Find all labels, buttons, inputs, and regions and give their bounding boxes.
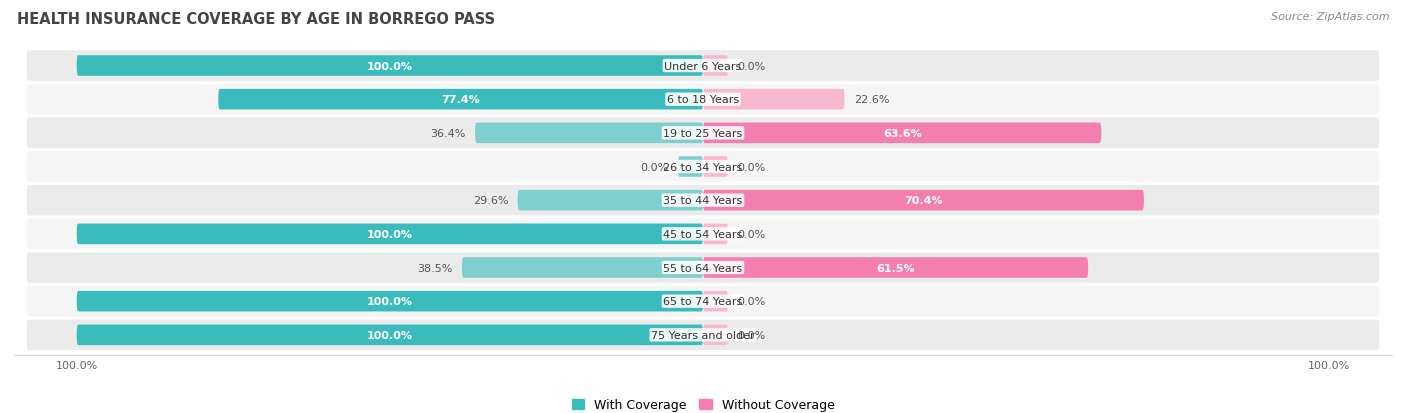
Text: 63.6%: 63.6% — [883, 128, 921, 138]
FancyBboxPatch shape — [703, 258, 1088, 278]
Text: 19 to 25 Years: 19 to 25 Years — [664, 128, 742, 138]
FancyBboxPatch shape — [461, 258, 703, 278]
Text: 100.0%: 100.0% — [367, 229, 413, 239]
FancyBboxPatch shape — [703, 224, 728, 244]
Text: 6 to 18 Years: 6 to 18 Years — [666, 95, 740, 105]
Text: 22.6%: 22.6% — [853, 95, 890, 105]
FancyBboxPatch shape — [77, 224, 703, 244]
Text: 100.0%: 100.0% — [367, 62, 413, 71]
FancyBboxPatch shape — [27, 118, 1379, 149]
FancyBboxPatch shape — [27, 253, 1379, 283]
Text: 0.0%: 0.0% — [738, 297, 766, 306]
FancyBboxPatch shape — [517, 190, 703, 211]
FancyBboxPatch shape — [77, 325, 703, 345]
Text: 0.0%: 0.0% — [738, 62, 766, 71]
Text: 0.0%: 0.0% — [738, 330, 766, 340]
Text: 75 Years and older: 75 Years and older — [651, 330, 755, 340]
Text: 55 to 64 Years: 55 to 64 Years — [664, 263, 742, 273]
Text: Source: ZipAtlas.com: Source: ZipAtlas.com — [1271, 12, 1389, 22]
Text: 35 to 44 Years: 35 to 44 Years — [664, 196, 742, 206]
FancyBboxPatch shape — [475, 123, 703, 144]
Text: HEALTH INSURANCE COVERAGE BY AGE IN BORREGO PASS: HEALTH INSURANCE COVERAGE BY AGE IN BORR… — [17, 12, 495, 27]
FancyBboxPatch shape — [27, 286, 1379, 317]
Text: 26 to 34 Years: 26 to 34 Years — [664, 162, 742, 172]
Text: 61.5%: 61.5% — [876, 263, 915, 273]
Text: 100.0%: 100.0% — [367, 330, 413, 340]
FancyBboxPatch shape — [77, 56, 703, 77]
Text: 29.6%: 29.6% — [472, 196, 508, 206]
FancyBboxPatch shape — [27, 185, 1379, 216]
FancyBboxPatch shape — [703, 56, 728, 77]
FancyBboxPatch shape — [27, 219, 1379, 249]
FancyBboxPatch shape — [77, 291, 703, 312]
FancyBboxPatch shape — [27, 85, 1379, 115]
Text: 45 to 54 Years: 45 to 54 Years — [664, 229, 742, 239]
FancyBboxPatch shape — [703, 157, 728, 177]
FancyBboxPatch shape — [703, 190, 1144, 211]
Text: 36.4%: 36.4% — [430, 128, 465, 138]
FancyBboxPatch shape — [678, 157, 703, 177]
Text: 65 to 74 Years: 65 to 74 Years — [664, 297, 742, 306]
Text: 100.0%: 100.0% — [367, 297, 413, 306]
Text: 38.5%: 38.5% — [418, 263, 453, 273]
FancyBboxPatch shape — [218, 90, 703, 110]
FancyBboxPatch shape — [703, 291, 728, 312]
Text: 0.0%: 0.0% — [738, 162, 766, 172]
Text: 0.0%: 0.0% — [738, 229, 766, 239]
Text: 77.4%: 77.4% — [441, 95, 479, 105]
FancyBboxPatch shape — [703, 123, 1101, 144]
FancyBboxPatch shape — [27, 320, 1379, 350]
Text: 70.4%: 70.4% — [904, 196, 943, 206]
FancyBboxPatch shape — [703, 325, 728, 345]
Legend: With Coverage, Without Coverage: With Coverage, Without Coverage — [567, 393, 839, 413]
Text: 0.0%: 0.0% — [640, 162, 669, 172]
Text: Under 6 Years: Under 6 Years — [665, 62, 741, 71]
FancyBboxPatch shape — [703, 90, 845, 110]
FancyBboxPatch shape — [27, 51, 1379, 81]
FancyBboxPatch shape — [27, 152, 1379, 182]
